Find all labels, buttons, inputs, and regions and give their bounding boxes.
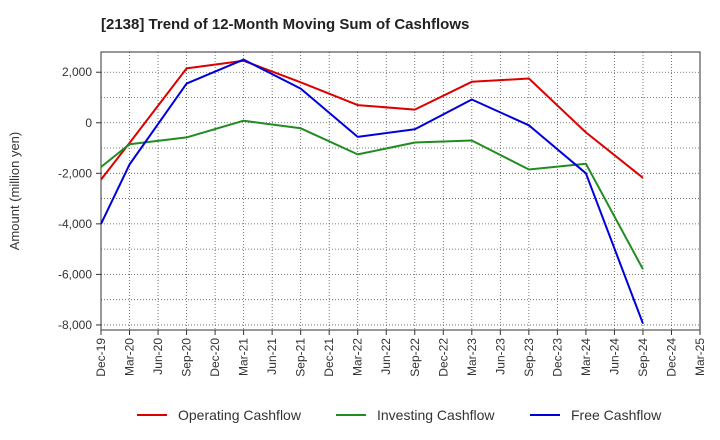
y-tick-label: -8,000 [58, 318, 92, 332]
y-tick-label: 2,000 [62, 65, 92, 79]
legend-label-free-cashflow: Free Cashflow [571, 407, 662, 423]
x-tick-label: Dec-21 [322, 338, 336, 377]
x-tick-label: Dec-23 [550, 338, 564, 377]
x-tick-label: Jun-24 [607, 338, 621, 375]
x-tick-label: Mar-23 [465, 338, 479, 376]
x-tick-label: Dec-24 [664, 338, 678, 377]
x-tick-label: Mar-22 [351, 338, 365, 376]
x-tick-label: Mar-24 [579, 338, 593, 376]
y-tick-label: -4,000 [58, 217, 92, 231]
x-tick-label: Sep-22 [408, 338, 422, 377]
x-tick-label: Sep-24 [636, 338, 650, 377]
x-tick-label: Jun-22 [379, 338, 393, 375]
y-axis-label: Amount (million yen) [7, 132, 22, 251]
y-tick-label: -2,000 [58, 166, 92, 180]
chart-title: [2138] Trend of 12-Month Moving Sum of C… [101, 16, 470, 33]
x-tick-label: Sep-20 [180, 338, 194, 377]
y-tick-label: 0 [85, 116, 92, 130]
x-tick-label: Dec-19 [94, 338, 108, 377]
x-tick-label: Mar-21 [237, 338, 251, 376]
x-tick-label: Jun-21 [265, 338, 279, 375]
y-tick-label: -6,000 [58, 267, 92, 281]
series-line-free-cashflow [100, 58, 644, 325]
x-tick-label: Mar-25 [693, 338, 707, 376]
x-tick-label: Dec-22 [436, 338, 450, 377]
x-tick-label: Dec-20 [208, 338, 222, 377]
series-line-operating-cashflow [100, 59, 644, 181]
series-line-investing-cashflow [100, 119, 644, 270]
x-tick-label: Sep-21 [294, 338, 308, 377]
x-tick-label: Sep-23 [522, 338, 536, 377]
x-tick-label: Jun-20 [151, 338, 165, 375]
legend-label-operating-cashflow: Operating Cashflow [178, 407, 302, 423]
plot-area [101, 52, 700, 330]
x-tick-label: Mar-20 [123, 338, 137, 376]
plot-border [100, 51, 701, 331]
legend-label-investing-cashflow: Investing Cashflow [377, 407, 495, 423]
x-tick-label: Jun-23 [493, 338, 507, 375]
